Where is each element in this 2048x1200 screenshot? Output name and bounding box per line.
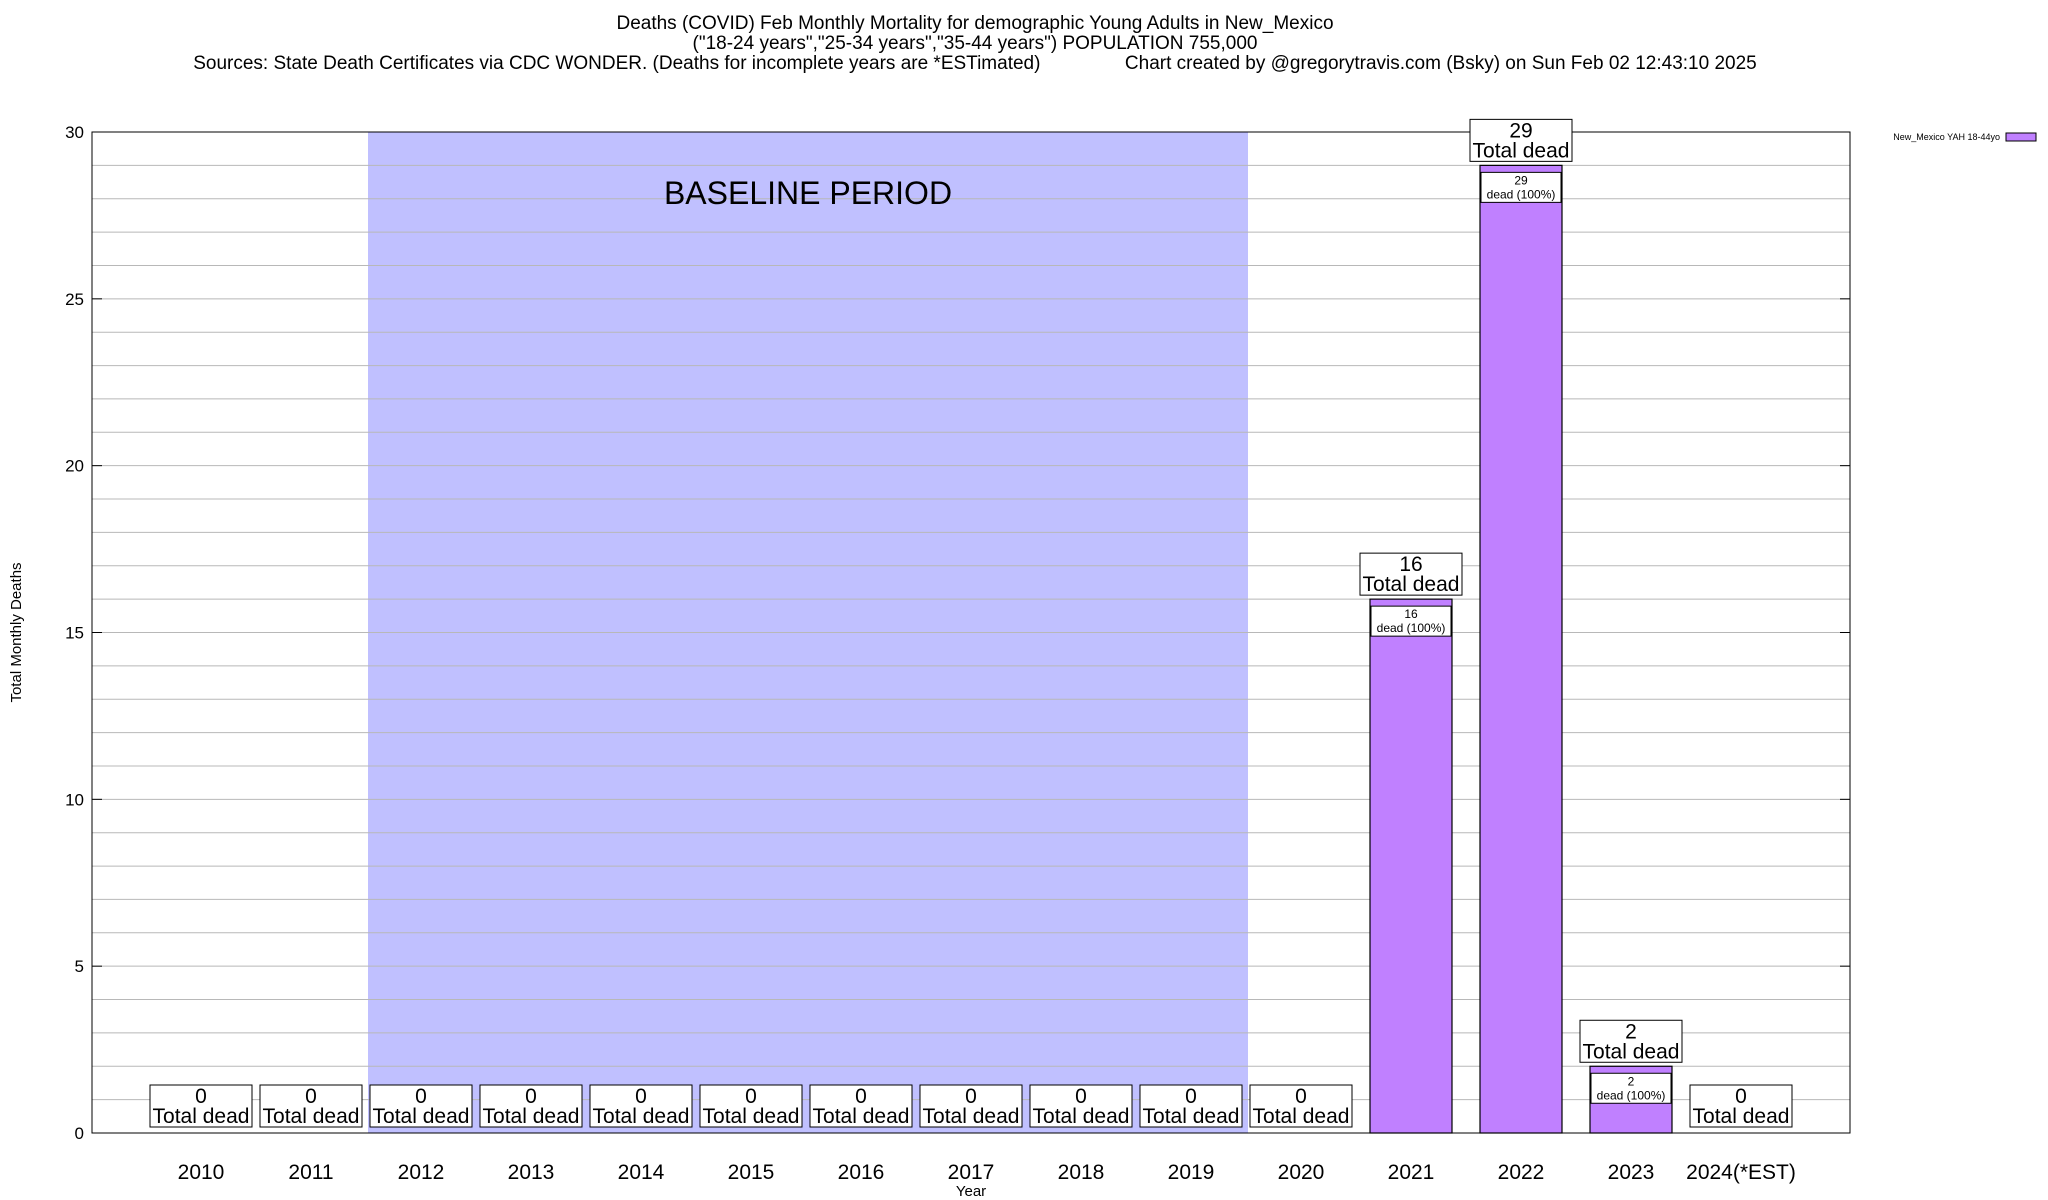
bar-inner-percent-label: dead (100%)	[1487, 187, 1556, 201]
x-tick-label: 2011	[288, 1161, 333, 1184]
chart-title-block: Deaths (COVID) Feb Monthly Mortality for…	[0, 14, 1950, 74]
bar-total-caption-label: Total dead	[923, 1105, 1020, 1128]
bar-total-label-box	[149, 1084, 253, 1128]
bar-total-value-label: 0	[525, 1085, 537, 1108]
bar-inner-label-box	[1480, 171, 1562, 203]
x-axis-label: Year	[956, 1183, 986, 1200]
bar-inner-percent-label: dead (100%)	[1377, 621, 1446, 635]
bar-total-value-label: 2	[1625, 1020, 1637, 1043]
bar-total-value-label: 0	[635, 1085, 647, 1108]
y-axis-label: Total Monthly Deaths	[8, 562, 25, 702]
x-tick-label: 2015	[728, 1161, 775, 1184]
bar-total-value-label: 0	[415, 1085, 427, 1108]
bar-total-value-label: 16	[1399, 553, 1422, 576]
bar-total-label-box	[369, 1084, 473, 1128]
bar-total-caption-label: Total dead	[703, 1105, 800, 1128]
bar-total-value-label: 0	[305, 1085, 317, 1108]
bar-total-value-label: 0	[965, 1085, 977, 1108]
bar-total-label-box	[259, 1084, 363, 1128]
bar-total-caption-label: Total dead	[153, 1105, 250, 1128]
x-tick-label: 2023	[1608, 1161, 1655, 1184]
x-tick-label: 2020	[1278, 1161, 1325, 1184]
bar-total-value-label: 0	[195, 1085, 207, 1108]
bar-total-value-label: 0	[745, 1085, 757, 1108]
x-tick-label: 2022	[1498, 1161, 1545, 1184]
bar-total-caption-label: Total dead	[1253, 1105, 1350, 1128]
bar-total-label-box	[589, 1084, 693, 1128]
bar-total-label-box	[1469, 118, 1573, 162]
x-tick-label: 2013	[508, 1161, 555, 1184]
bar-total-caption-label: Total dead	[1693, 1105, 1790, 1128]
bar-total-caption-label: Total dead	[483, 1105, 580, 1128]
bar-total-caption-label: Total dead	[373, 1105, 470, 1128]
y-tick-label: 5	[75, 957, 84, 976]
chart-sources-credit: Sources: State Death Certificates via CD…	[0, 54, 1950, 74]
chart-credit: Chart created by @gregorytravis.com (Bsk…	[1124, 53, 1757, 74]
bar-total-label-box	[1249, 1084, 1353, 1128]
bar-inner-value-label: 2	[1628, 1074, 1635, 1088]
y-tick-label: 25	[65, 290, 84, 309]
y-tick-label: 30	[65, 123, 84, 142]
bar-inner-percent-label: dead (100%)	[1597, 1088, 1666, 1102]
chart-subtitle: ("18-24 years","25-34 years","35-44 year…	[692, 33, 1258, 54]
bar	[1479, 164, 1563, 1134]
x-tick-label: 2017	[948, 1161, 995, 1184]
y-tick-label: 0	[75, 1124, 84, 1143]
bar-inner-label-box	[1370, 605, 1452, 637]
bar-inner-value-label: 29	[1514, 173, 1528, 187]
bar-total-caption-label: Total dead	[1143, 1105, 1240, 1128]
bar-inner-label-box	[1590, 1072, 1672, 1104]
x-tick-label: 2024(*EST)	[1686, 1161, 1796, 1184]
bar-total-caption-label: Total dead	[1363, 573, 1460, 596]
y-tick-label: 15	[65, 624, 84, 643]
x-tick-label: 2016	[838, 1161, 885, 1184]
bar-total-label-box	[1139, 1084, 1243, 1128]
bar-total-value-label: 0	[1185, 1085, 1197, 1108]
bar-total-caption-label: Total dead	[1033, 1105, 1130, 1128]
baseline-period-label: BASELINE PERIOD	[664, 175, 952, 211]
bar-total-label-box	[919, 1084, 1023, 1128]
legend-label: New_Mexico YAH 18-44yo	[1893, 132, 2000, 142]
bar-total-label-box	[699, 1084, 803, 1128]
bar-total-caption-label: Total dead	[1583, 1040, 1680, 1063]
chart-sources: Sources: State Death Certificates via CD…	[193, 53, 1041, 74]
legend-swatch	[2005, 132, 2037, 142]
bar-total-caption-label: Total dead	[1473, 139, 1570, 162]
bar-total-label-box	[1029, 1084, 1133, 1128]
chart-title: Deaths (COVID) Feb Monthly Mortality for…	[616, 13, 1334, 34]
x-tick-label: 2019	[1168, 1161, 1215, 1184]
x-tick-label: 2018	[1058, 1161, 1105, 1184]
bar-total-caption-label: Total dead	[593, 1105, 690, 1128]
x-tick-label: 2010	[178, 1161, 225, 1184]
bar-total-value-label: 0	[1075, 1085, 1087, 1108]
y-tick-label: 10	[65, 790, 84, 809]
bar-total-value-label: 0	[855, 1085, 867, 1108]
y-tick-label: 20	[65, 457, 84, 476]
bar-total-caption-label: Total dead	[813, 1105, 910, 1128]
bar-inner-value-label: 16	[1404, 607, 1418, 621]
bar-total-value-label: 0	[1295, 1085, 1307, 1108]
bar-total-label-box	[479, 1084, 583, 1128]
bar-total-label-box	[809, 1084, 913, 1128]
bar-total-label-box	[1689, 1084, 1793, 1128]
x-tick-label: 2014	[618, 1161, 665, 1184]
x-tick-label: 2021	[1388, 1161, 1435, 1184]
bar-total-value-label: 0	[1735, 1085, 1747, 1108]
bar-total-label-box	[1579, 1019, 1683, 1063]
bar-total-caption-label: Total dead	[263, 1105, 360, 1128]
bar-total-label-box	[1359, 552, 1463, 596]
bar-total-value-label: 29	[1509, 119, 1532, 142]
bar	[1369, 598, 1453, 1134]
x-tick-label: 2012	[398, 1161, 445, 1184]
